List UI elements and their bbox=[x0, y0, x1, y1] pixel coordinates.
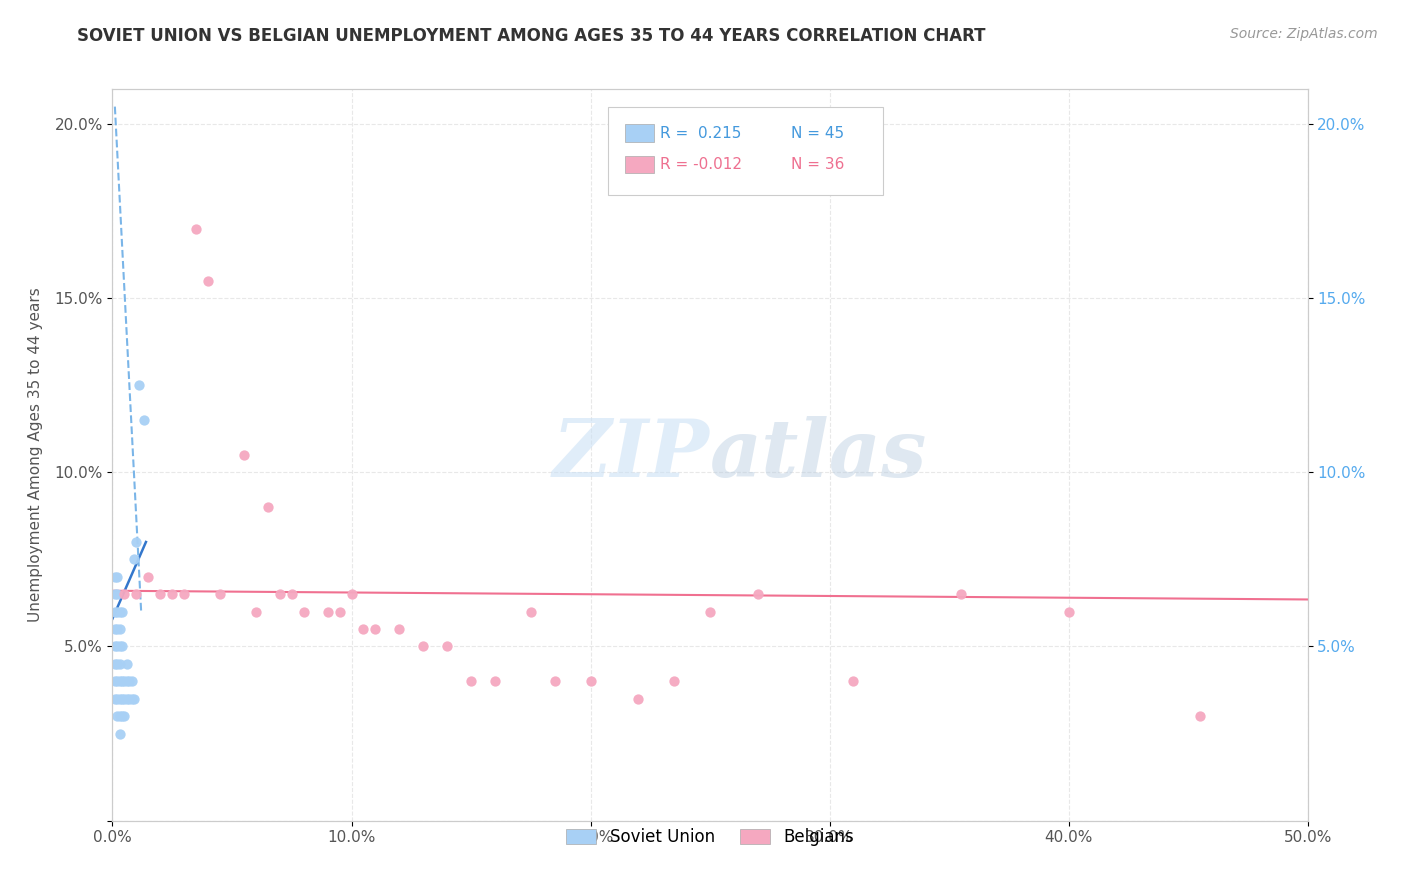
Point bbox=[950, 587, 973, 601]
Point bbox=[114, 709, 135, 723]
Point bbox=[118, 691, 141, 706]
Point bbox=[122, 552, 145, 566]
Point bbox=[105, 570, 128, 584]
Point bbox=[105, 640, 128, 654]
Point bbox=[105, 657, 128, 671]
Legend: Soviet Union, Belgians: Soviet Union, Belgians bbox=[560, 822, 860, 853]
Point bbox=[104, 691, 127, 706]
Text: SOVIET UNION VS BELGIAN UNEMPLOYMENT AMONG AGES 35 TO 44 YEARS CORRELATION CHART: SOVIET UNION VS BELGIAN UNEMPLOYMENT AMO… bbox=[77, 27, 986, 45]
Point bbox=[108, 709, 131, 723]
Point bbox=[115, 657, 138, 671]
Point bbox=[484, 674, 506, 689]
Point bbox=[125, 587, 148, 601]
Point bbox=[114, 674, 135, 689]
Text: R = -0.012: R = -0.012 bbox=[659, 157, 742, 172]
Point bbox=[186, 221, 208, 235]
Point bbox=[104, 640, 127, 654]
Point bbox=[114, 691, 135, 706]
Point bbox=[173, 587, 195, 601]
Point bbox=[316, 605, 339, 619]
Point bbox=[104, 587, 127, 601]
Point bbox=[627, 691, 650, 706]
Point bbox=[105, 709, 128, 723]
Point bbox=[460, 674, 482, 689]
Point bbox=[329, 605, 352, 619]
Point bbox=[543, 674, 565, 689]
Point bbox=[747, 587, 769, 601]
Point bbox=[842, 674, 865, 689]
Point bbox=[233, 448, 256, 462]
FancyBboxPatch shape bbox=[609, 108, 883, 195]
Point bbox=[108, 674, 131, 689]
Point bbox=[132, 413, 155, 427]
Point bbox=[105, 587, 128, 601]
Point bbox=[269, 587, 291, 601]
Point bbox=[149, 587, 172, 601]
Point bbox=[111, 674, 134, 689]
Point bbox=[209, 587, 232, 601]
Point bbox=[162, 587, 183, 601]
Point bbox=[664, 674, 686, 689]
Point bbox=[197, 274, 219, 288]
Point bbox=[388, 622, 411, 636]
Point bbox=[257, 500, 280, 515]
Point bbox=[108, 605, 131, 619]
Point bbox=[104, 657, 127, 671]
Point bbox=[105, 622, 128, 636]
Text: R =  0.215: R = 0.215 bbox=[659, 126, 741, 141]
Point bbox=[111, 640, 134, 654]
Point bbox=[104, 674, 127, 689]
Point bbox=[108, 657, 131, 671]
Text: Source: ZipAtlas.com: Source: ZipAtlas.com bbox=[1230, 27, 1378, 41]
Point bbox=[108, 726, 131, 740]
Point bbox=[699, 605, 721, 619]
Point bbox=[364, 622, 387, 636]
Point bbox=[520, 605, 543, 619]
FancyBboxPatch shape bbox=[626, 124, 654, 142]
Point bbox=[138, 570, 160, 584]
Point bbox=[340, 587, 363, 601]
Point bbox=[292, 605, 315, 619]
Point bbox=[281, 587, 304, 601]
Point bbox=[128, 378, 150, 392]
Point bbox=[104, 605, 127, 619]
Point bbox=[115, 691, 138, 706]
Text: ZIP: ZIP bbox=[553, 417, 710, 493]
Point bbox=[436, 640, 458, 654]
Y-axis label: Unemployment Among Ages 35 to 44 years: Unemployment Among Ages 35 to 44 years bbox=[28, 287, 44, 623]
Point bbox=[111, 709, 134, 723]
Point bbox=[108, 622, 131, 636]
FancyBboxPatch shape bbox=[626, 156, 654, 173]
Point bbox=[122, 691, 145, 706]
Point bbox=[1189, 709, 1212, 723]
Text: N = 45: N = 45 bbox=[792, 126, 845, 141]
Point bbox=[111, 605, 134, 619]
Point bbox=[105, 674, 128, 689]
Point bbox=[245, 605, 267, 619]
Point bbox=[105, 691, 128, 706]
Point bbox=[412, 640, 434, 654]
Point bbox=[108, 640, 131, 654]
Point bbox=[115, 674, 138, 689]
Text: atlas: atlas bbox=[710, 417, 928, 493]
Point bbox=[114, 587, 135, 601]
Point bbox=[105, 605, 128, 619]
Point bbox=[579, 674, 602, 689]
Point bbox=[125, 535, 148, 549]
Point bbox=[1057, 605, 1080, 619]
Point bbox=[352, 622, 374, 636]
Point bbox=[104, 570, 127, 584]
Point bbox=[108, 691, 131, 706]
Point bbox=[121, 691, 143, 706]
Text: N = 36: N = 36 bbox=[792, 157, 845, 172]
Point bbox=[104, 622, 127, 636]
Point bbox=[111, 691, 134, 706]
Point bbox=[118, 674, 141, 689]
Point bbox=[121, 674, 143, 689]
